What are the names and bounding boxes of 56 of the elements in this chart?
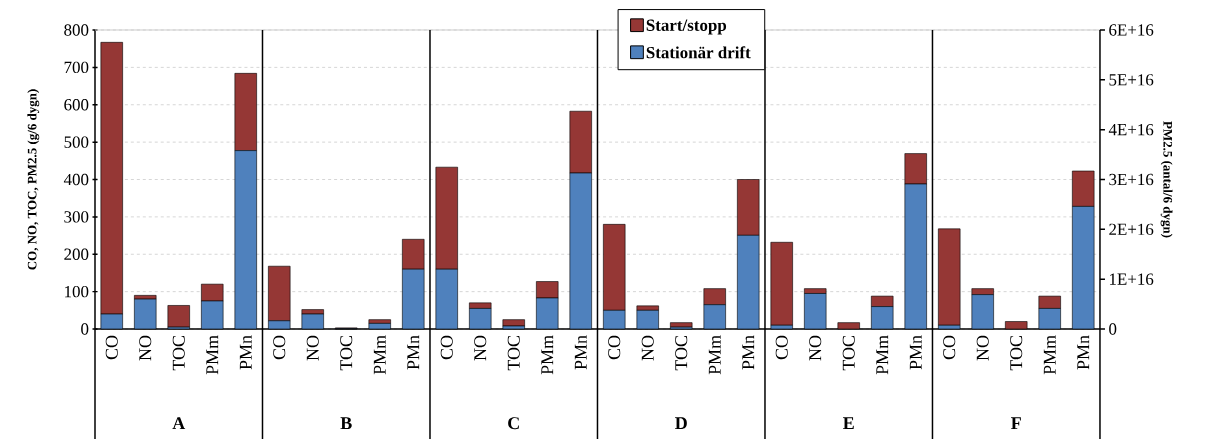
x-tick-label: PMm [206,335,219,375]
y2-tick-label: 2E+16 [1109,223,1154,236]
x-tick-label: PMn [239,335,252,370]
x-tick-label: TOC [1010,336,1023,371]
x-tick-label: NO [139,335,152,361]
y-tick-label: 500 [64,136,89,148]
y-axis-title: CO, NO, TOC, PM2.5 (g/6 dygn) [27,89,40,270]
y-tick-label: 0 [81,323,89,335]
x-tick-label: CO [943,335,956,360]
x-tick-label: TOC [507,336,520,371]
x-tick-label: PMn [742,335,755,370]
y-tick-label: 300 [64,211,89,223]
legend-label: Start/stopp [646,19,727,35]
x-tick-label: TOC [172,336,185,371]
x-tick-label: PMn [574,335,587,370]
x-tick-label: PMn [1077,335,1090,370]
y-tick-label: 800 [64,24,89,36]
y2-axis-title: PM2.5 (antal/6 dygn) [1160,121,1173,238]
y-tick-label: 100 [65,285,89,298]
x-tick-label: PMm [541,335,554,375]
x-tick-label: TOC [340,336,353,371]
text: C [508,417,519,430]
y2-tick-label: 4E+16 [1108,123,1154,136]
text: A [172,417,186,429]
text: E [843,417,854,429]
text: D [675,417,687,430]
x-tick-label: CO [105,335,118,360]
x-tick-label: NO [976,335,989,361]
x-tick-label: NO [641,335,654,361]
x-tick-label: CO [440,335,453,360]
x-tick-label: CO [775,335,788,360]
y2-tick-label: 0 [1109,323,1117,335]
x-tick-label: NO [809,335,822,361]
x-tick-label: PMm [708,335,721,375]
x-tick-label: TOC [675,336,688,371]
y-tick-label: 700 [64,61,89,74]
x-tick-label: PMn [909,335,922,370]
text: F [1011,417,1021,429]
text: B [340,417,352,430]
y2-tick-label: 6E+16 [1109,24,1154,36]
x-tick-label: PMn [407,335,420,370]
x-tick-label: PMm [373,335,386,375]
x-tick-label: PMm [876,335,889,375]
legend-label: Stationär drift [646,46,751,59]
x-tick-label: CO [273,335,286,360]
x-tick-label: NO [474,335,487,361]
y2-tick-label: 5E+16 [1109,74,1154,86]
y-tick-label: 200 [64,248,89,260]
y2-tick-label: 1E+16 [1109,273,1154,285]
x-tick-label: TOC [842,336,855,371]
x-tick-label: NO [306,335,319,361]
x-tick-label: PMm [1043,335,1056,375]
y-tick-label: 600 [64,99,89,111]
x-tick-label: CO [608,335,621,360]
y2-tick-label: 3E+16 [1109,173,1154,186]
y-tick-label: 400 [63,173,89,186]
